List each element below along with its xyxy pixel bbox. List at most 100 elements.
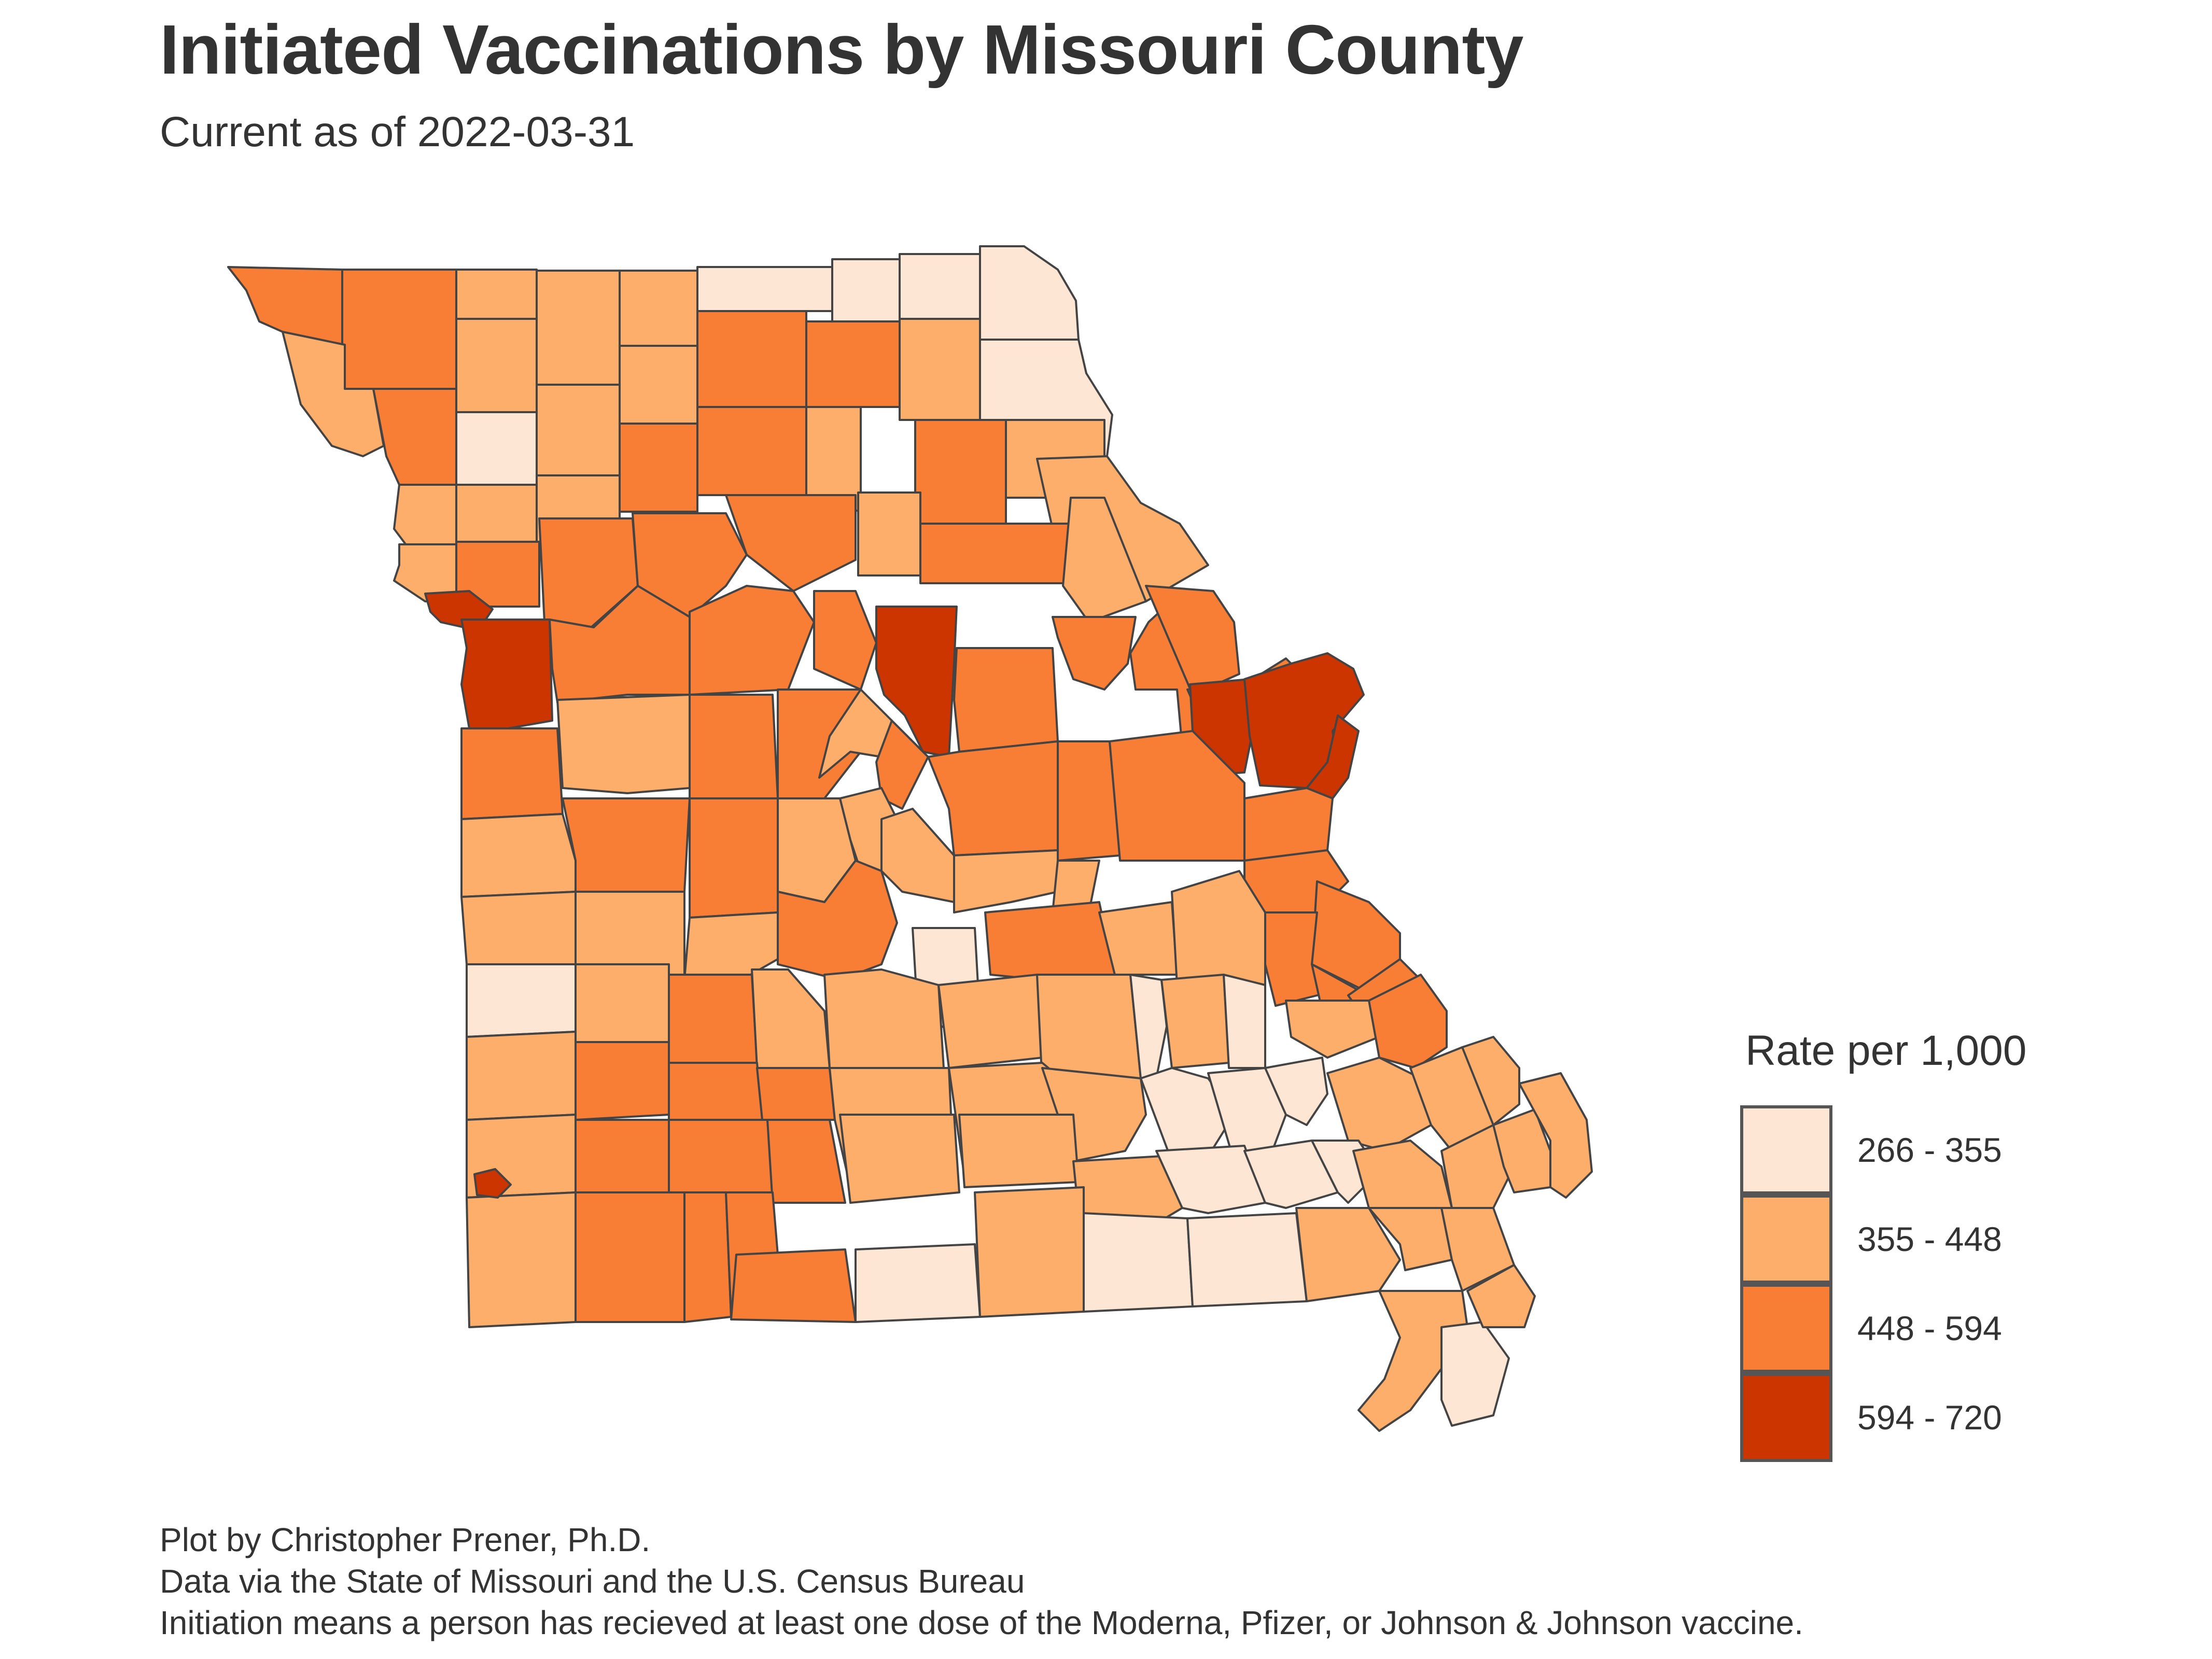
county-shape <box>460 813 577 898</box>
legend-swatch <box>1740 1194 1832 1284</box>
legend-label: 355 - 448 <box>1857 1220 2002 1258</box>
county-shape <box>1129 974 1168 1079</box>
caption-source: Data via the State of Missouri and the U… <box>160 1563 1025 1600</box>
county-shape <box>953 849 1059 913</box>
county-shape <box>730 1248 857 1323</box>
county-shape <box>619 423 698 513</box>
county-shape <box>777 860 898 981</box>
county-shape <box>696 266 833 312</box>
county-shape <box>958 1114 1080 1188</box>
county-shape <box>777 688 862 799</box>
county-shape <box>984 901 1116 981</box>
legend-title: Rate per 1,000 <box>1745 1027 2027 1074</box>
county-shape <box>751 968 831 1069</box>
county-shape <box>725 494 857 592</box>
county-shape <box>899 318 981 421</box>
legend-label: 594 - 720 <box>1857 1398 2002 1437</box>
county-shape <box>466 963 577 1038</box>
county-shape <box>1285 1000 1380 1059</box>
county-shape <box>455 269 538 320</box>
county-shape <box>979 245 1080 341</box>
county-shape <box>455 318 538 413</box>
county-shape <box>619 270 698 347</box>
county-shape <box>536 270 621 386</box>
county-shape <box>927 740 1059 856</box>
caption: Plot by Christopher Prener, Ph.D. Data v… <box>160 1519 1803 1643</box>
county-shape <box>1466 1264 1536 1328</box>
county-shape <box>689 694 779 799</box>
county-shape <box>696 406 807 496</box>
legend-item: 594 - 720 <box>1740 1373 2027 1462</box>
county-shape <box>857 491 921 577</box>
caption-note: Initiation means a person has recieved a… <box>160 1604 1803 1641</box>
legend-swatch <box>1740 1284 1832 1373</box>
county-shape <box>1160 974 1230 1069</box>
county-shape <box>619 345 698 425</box>
caption-author: Plot by Christopher Prener, Ph.D. <box>160 1521 651 1558</box>
county-shape <box>823 968 945 1069</box>
county-shape <box>282 331 385 457</box>
county-shape <box>696 310 807 408</box>
county-shape <box>919 523 1072 584</box>
county-shape <box>1357 1290 1468 1432</box>
county-shape <box>766 1119 846 1204</box>
county-shape <box>839 1114 960 1204</box>
county-shape <box>1295 1207 1401 1302</box>
county-shape <box>466 1031 577 1121</box>
legend-item: 355 - 448 <box>1740 1194 2027 1284</box>
legend: Rate per 1,000 266 - 355 355 - 448 448 -… <box>1740 1027 2027 1462</box>
county-shape <box>974 1186 1085 1318</box>
legend-label: 266 - 355 <box>1857 1131 2002 1169</box>
county-shape <box>1155 1145 1266 1214</box>
county-shape <box>1264 1057 1328 1126</box>
county-shape <box>575 963 670 1043</box>
map-subtitle: Current as of 2022-03-31 <box>160 108 635 156</box>
legend-list: 266 - 355 355 - 448 448 - 594 594 - 720 <box>1740 1105 2027 1462</box>
county-shape <box>372 388 457 486</box>
county-shape <box>1062 497 1147 623</box>
county-shape <box>460 891 577 965</box>
county-shape <box>689 797 779 919</box>
county-shape <box>880 808 955 903</box>
county-shape <box>393 543 457 602</box>
county-shape <box>1518 1072 1593 1199</box>
county-shape <box>1052 616 1137 691</box>
county-shape <box>536 384 621 476</box>
county-shape <box>668 974 758 1064</box>
county-shape <box>455 411 538 486</box>
legend-swatch <box>1740 1105 1832 1194</box>
county-shape <box>689 585 815 696</box>
map-title: Initiated Vaccinations by Missouri Count… <box>160 10 1523 89</box>
county-shape <box>466 1191 577 1328</box>
county-shape <box>473 1168 512 1199</box>
legend-item: 448 - 594 <box>1740 1284 2027 1373</box>
county-shape <box>1368 1207 1453 1271</box>
legend-item: 266 - 355 <box>1740 1105 2027 1194</box>
county-shape <box>1243 787 1334 862</box>
county-shape <box>875 720 929 810</box>
county-shape <box>1036 974 1142 1085</box>
county-shape <box>575 1119 670 1193</box>
county-shape <box>831 258 901 322</box>
county-shape <box>668 1062 763 1121</box>
legend-swatch <box>1740 1373 1832 1462</box>
county-shape <box>756 1067 836 1121</box>
county-shape <box>899 253 981 320</box>
county-shape <box>562 797 691 893</box>
county-shape <box>575 1041 670 1121</box>
county-shape <box>393 484 457 551</box>
county-shape <box>813 590 877 691</box>
county-polygons <box>227 245 1593 1432</box>
county-shape <box>341 269 457 390</box>
legend-label: 448 - 594 <box>1857 1309 2002 1347</box>
county-shape <box>1083 1212 1194 1313</box>
county-shape <box>1223 974 1266 1069</box>
county-shape <box>575 1191 685 1323</box>
county-shape <box>805 320 901 408</box>
county-shape <box>855 1243 981 1323</box>
county-shape <box>1186 1212 1308 1307</box>
county-shape <box>1243 1140 1339 1209</box>
county-shape <box>914 419 1007 527</box>
county-shape <box>683 1191 732 1323</box>
